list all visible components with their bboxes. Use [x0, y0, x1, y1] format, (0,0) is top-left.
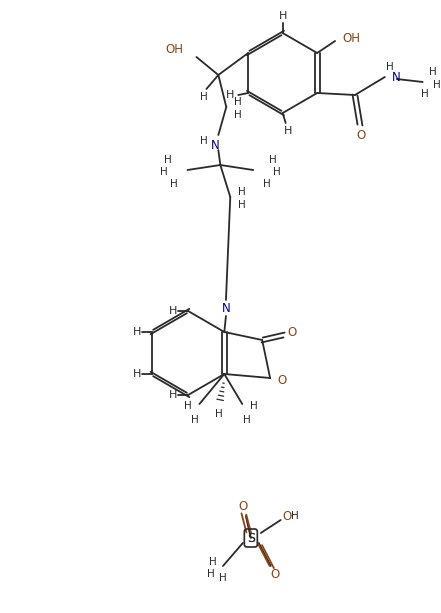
Text: H: H [238, 200, 246, 210]
Text: H: H [169, 306, 177, 316]
Text: N: N [221, 302, 230, 314]
Text: S: S [247, 531, 255, 544]
Text: O: O [282, 509, 292, 522]
Text: H: H [433, 80, 441, 90]
Text: H: H [183, 401, 191, 411]
Text: H: H [133, 369, 141, 379]
Text: H: H [216, 409, 223, 419]
Text: H: H [199, 92, 207, 102]
Text: H: H [191, 415, 198, 425]
Text: H: H [429, 67, 437, 77]
Text: H: H [226, 90, 235, 100]
Text: H: H [238, 187, 246, 197]
Text: H: H [234, 110, 242, 120]
Text: H: H [209, 557, 217, 567]
Text: H: H [234, 97, 242, 107]
Text: O: O [356, 129, 366, 142]
Text: H: H [284, 126, 292, 136]
Text: H: H [386, 62, 394, 72]
Text: H: H [133, 327, 141, 337]
Text: N: N [392, 70, 400, 83]
Text: N: N [211, 139, 220, 151]
Text: O: O [277, 373, 287, 387]
Text: H: H [170, 179, 177, 189]
Text: O: O [288, 326, 297, 338]
Text: H: H [243, 415, 251, 425]
Text: H: H [279, 11, 287, 21]
Text: H: H [160, 167, 168, 177]
Text: H: H [273, 167, 281, 177]
Text: H: H [164, 155, 172, 165]
Text: H: H [263, 179, 271, 189]
Text: H: H [199, 136, 207, 146]
Text: O: O [238, 500, 247, 512]
Text: H: H [169, 390, 177, 400]
Text: OH: OH [342, 31, 360, 45]
Text: S: S [247, 531, 255, 544]
Text: H: H [250, 401, 258, 411]
Text: O: O [270, 568, 279, 581]
Text: H: H [207, 569, 215, 579]
Text: H: H [219, 573, 227, 583]
Text: H: H [269, 155, 277, 165]
Text: H: H [291, 511, 299, 521]
Text: OH: OH [165, 42, 183, 56]
Text: H: H [421, 89, 429, 99]
